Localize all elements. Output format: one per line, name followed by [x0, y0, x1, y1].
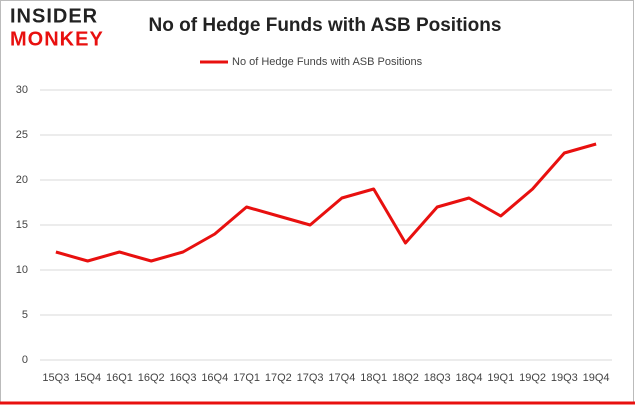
x-tick-label: 16Q4 [201, 372, 228, 384]
x-tick-label: 17Q2 [265, 372, 292, 384]
y-tick-label: 5 [22, 309, 28, 321]
y-tick-label: 20 [16, 174, 28, 186]
logo-line2: MONKEY [10, 28, 104, 50]
x-tick-label: 17Q4 [328, 372, 355, 384]
x-tick-label: 16Q1 [106, 372, 133, 384]
chart-title: No of Hedge Funds with ASB Positions [149, 15, 502, 36]
y-tick-label: 30 [16, 84, 28, 96]
x-tick-label: 18Q2 [392, 372, 419, 384]
x-tick-label: 19Q3 [551, 372, 578, 384]
x-tick-label: 19Q2 [519, 372, 546, 384]
x-tick-label: 17Q1 [233, 372, 260, 384]
data-line [55, 142, 597, 263]
x-tick-label: 18Q4 [456, 372, 483, 384]
x-tick-label: 19Q4 [583, 372, 610, 384]
y-tick-label: 15 [16, 219, 28, 231]
x-tick-label: 17Q3 [297, 372, 324, 384]
y-tick-label: 0 [22, 354, 28, 366]
logo-line1: INSIDER [10, 5, 98, 27]
x-tick-label: 19Q1 [487, 372, 514, 384]
y-tick-label: 25 [16, 129, 28, 141]
x-tick-label: 15Q4 [74, 372, 101, 384]
x-tick-label: 18Q3 [424, 372, 451, 384]
x-tick-label: 16Q2 [138, 372, 165, 384]
y-tick-label: 10 [16, 264, 28, 276]
x-tick-label: 18Q1 [360, 372, 387, 384]
x-tick-label: 15Q3 [42, 372, 69, 384]
legend-label: No of Hedge Funds with ASB Positions [232, 56, 423, 68]
x-tick-label: 16Q3 [170, 372, 197, 384]
